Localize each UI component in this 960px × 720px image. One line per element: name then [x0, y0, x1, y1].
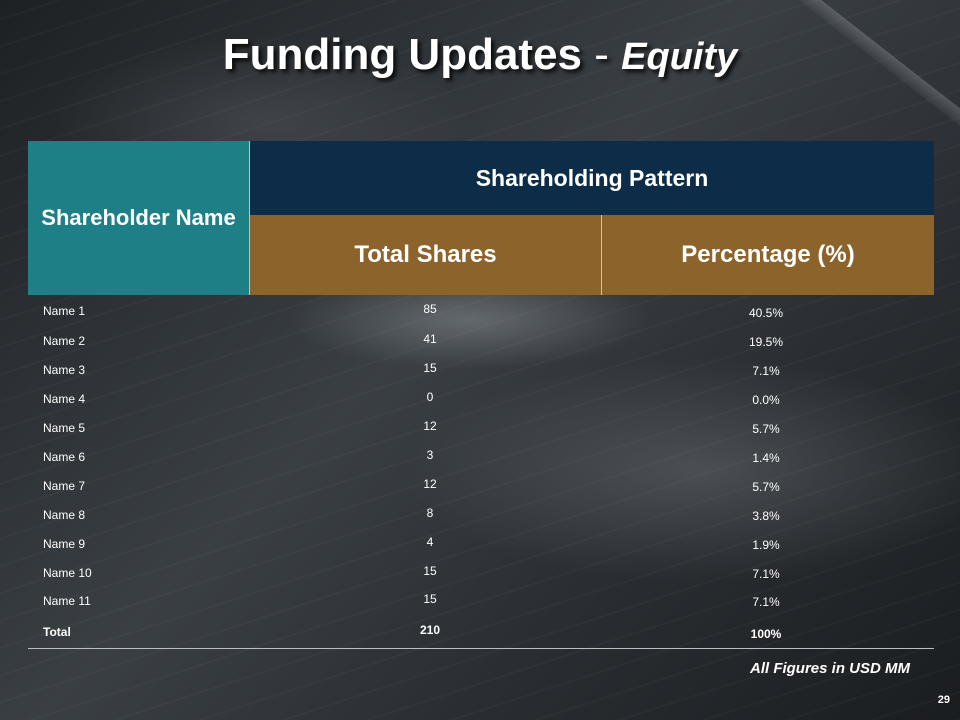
cell-shares: 41: [423, 332, 437, 346]
cell-percentage: 3.8%: [752, 509, 780, 523]
cell-name: Name 5: [43, 421, 86, 435]
header-total-shares: Total Shares: [250, 215, 602, 295]
cell-percentage: 40.5%: [748, 306, 784, 320]
header-shareholder-name: Shareholder Name: [28, 141, 250, 295]
cell-name: Name 11: [43, 594, 91, 608]
cell-name: Name 7: [43, 479, 86, 493]
header-shareholding-pattern: Shareholding Pattern: [250, 141, 934, 215]
total-label: Total: [43, 625, 71, 639]
title-separator: -: [594, 30, 609, 79]
cell-name: Name 9: [43, 537, 86, 551]
cell-shares: 15: [423, 361, 437, 375]
header-shareholder-name-label: Shareholder Name: [41, 205, 236, 230]
title-subtitle: Equity: [621, 36, 738, 78]
footnote: All Figures in USD MM: [749, 660, 910, 677]
cell-percentage: 7.1%: [752, 567, 780, 581]
cell-percentage: 19.5%: [748, 335, 784, 349]
cell-name: Name 1: [43, 304, 86, 318]
cell-name: Name 3: [43, 363, 86, 377]
cell-shares: 15: [423, 564, 437, 578]
header-percentage-label: Percentage (%): [681, 241, 855, 268]
cell-shares: 4: [426, 535, 434, 549]
header-total-shares-label: Total Shares: [354, 241, 497, 268]
header-percentage: Percentage (%): [602, 215, 934, 295]
cell-shares: 3: [426, 448, 434, 462]
cell-percentage: 1.9%: [752, 538, 780, 552]
cell-percentage: 5.7%: [752, 422, 780, 436]
cell-shares: 12: [423, 419, 437, 433]
cell-name: Name 6: [43, 450, 86, 464]
cell-percentage: 7.1%: [752, 364, 780, 378]
header-shareholding-pattern-label: Shareholding Pattern: [475, 164, 709, 191]
cell-name: Name 2: [43, 334, 86, 348]
cell-name: Name 8: [43, 508, 86, 522]
cell-shares: 0: [426, 390, 434, 404]
page-number: 29: [937, 694, 950, 706]
cell-shares: 8: [426, 506, 434, 520]
cell-shares: 85: [423, 302, 437, 316]
cell-percentage: 1.4%: [752, 451, 780, 465]
cell-percentage: 7.1%: [752, 595, 780, 609]
cell-percentage: 0.0%: [752, 393, 780, 407]
slide-title: Funding Updates - Equity: [0, 30, 960, 80]
total-percentage: 100%: [750, 627, 782, 641]
cell-percentage: 5.7%: [752, 480, 780, 494]
table-bottom-rule: [28, 648, 934, 649]
title-main: Funding Updates: [222, 30, 583, 79]
cell-shares: 12: [423, 477, 437, 491]
cell-name: Name 10: [43, 566, 92, 580]
cell-name: Name 4: [43, 392, 86, 406]
total-shares: 210: [419, 623, 441, 637]
cell-shares: 15: [423, 592, 437, 606]
